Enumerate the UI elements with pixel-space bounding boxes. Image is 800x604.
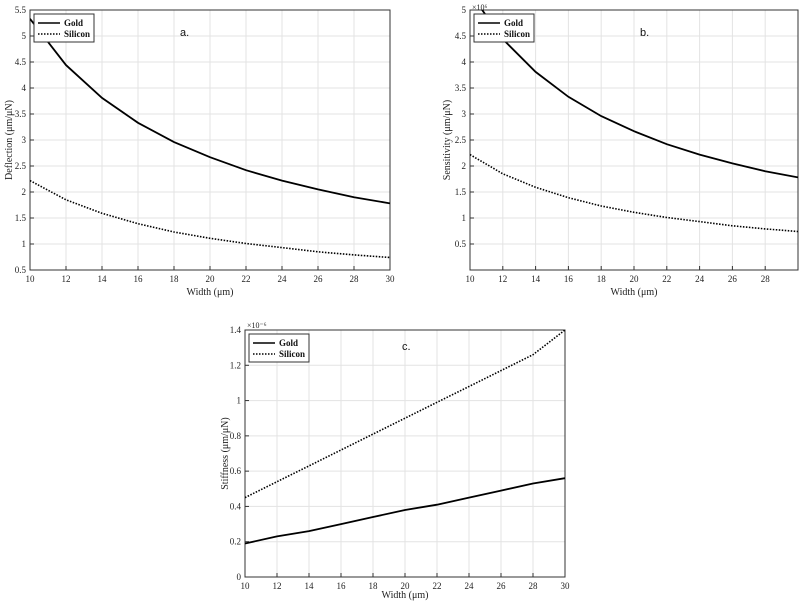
x-tick-label: 14: [98, 274, 108, 284]
x-tick-label: 16: [134, 274, 144, 284]
x-tick-label: 24: [278, 274, 288, 284]
x-tick-label: 28: [761, 274, 771, 284]
x-tick-label: 20: [401, 581, 411, 591]
x-axis-label: Width (μm): [611, 287, 658, 298]
x-tick-label: 24: [695, 274, 705, 284]
y-tick-label: 5: [22, 31, 27, 41]
y-tick-label: 3: [462, 109, 467, 119]
x-tick-label: 10: [241, 581, 251, 591]
axes-box: [469, 9, 799, 271]
legend-box: [473, 13, 535, 43]
x-tick-label: 16: [564, 274, 574, 284]
y-tick-label: 2: [462, 161, 467, 171]
y-tick-label: 1.2: [230, 360, 241, 370]
y-tick-label: 2: [22, 187, 27, 197]
x-tick-label: 26: [314, 274, 324, 284]
y-axis-exponent: ×10⁻⁶: [247, 321, 267, 330]
legend-box: [248, 333, 310, 363]
y-axis-label: Stiffness (μm/μN): [220, 417, 231, 489]
x-tick-label: 22: [242, 274, 251, 284]
x-tick-label: 14: [305, 581, 315, 591]
series-line-gold: [30, 18, 390, 205]
y-tick-label: 0: [237, 572, 242, 582]
x-tick-label: 12: [498, 274, 507, 284]
y-tick-label: 4: [22, 83, 27, 93]
y-tick-label: 4: [462, 57, 467, 67]
legend-box: [33, 13, 95, 43]
x-tick-label: 18: [597, 274, 607, 284]
y-tick-label: 3.5: [15, 109, 27, 119]
y-tick-label: 0.8: [230, 431, 242, 441]
legend-label-gold: Gold: [504, 18, 523, 28]
y-tick-label: 1.5: [15, 213, 27, 223]
legend-label-gold: Gold: [279, 338, 298, 348]
panel-label: c.: [402, 341, 411, 353]
y-tick-label: 0.2: [230, 537, 241, 547]
x-tick-label: 12: [62, 274, 71, 284]
y-tick-label: 5.5: [15, 5, 27, 15]
y-axis-label: Sensitivity (μm/μN): [442, 100, 453, 180]
x-axis-label: Width (μm): [187, 287, 234, 298]
legend-label-silicon: Silicon: [279, 349, 305, 359]
x-tick-label: 22: [433, 581, 442, 591]
x-tick-label: 16: [337, 581, 347, 591]
panel-b: 10 12 14 16 18 20 22 24 26 28 0.5 1 1.5 2 2.5 3 3.5 4 4.5 5…: [442, 3, 799, 298]
y-tick-label: 5: [462, 5, 467, 15]
y-tick-label: 0.5: [15, 265, 27, 275]
panel-c: 10 12 14 16 18 20 22 24 26 28 30 0 0.2 0.4 0.6 0.8 1 1.2 1…: [220, 321, 570, 601]
x-tick-label: 20: [206, 274, 216, 284]
y-tick-label: 0.5: [455, 239, 467, 249]
axes-box: [29, 9, 391, 271]
series-line-silicon: [470, 153, 798, 233]
y-tick-label: 4.5: [455, 31, 467, 41]
x-tick-label: 20: [630, 274, 640, 284]
y-tick-label: 1: [22, 239, 27, 249]
y-axis-label: Deflection (μm/μN): [4, 100, 15, 180]
y-tick-label: 3: [22, 135, 27, 145]
y-tick-label: 1: [462, 213, 467, 223]
series-line-gold: [481, 10, 798, 179]
axes-box: [244, 329, 566, 578]
x-tick-label: 28: [350, 274, 360, 284]
y-tick-label: 1.5: [455, 187, 467, 197]
x-tick-label: 30: [561, 581, 571, 591]
y-tick-label: 0.4: [230, 501, 242, 511]
series-line-silicon: [245, 330, 565, 499]
panel-label: a.: [180, 27, 189, 39]
x-tick-label: 14: [531, 274, 541, 284]
x-tick-label: 26: [497, 581, 507, 591]
x-tick-label: 24: [465, 581, 475, 591]
x-tick-label: 10: [26, 274, 36, 284]
y-tick-label: 2.5: [15, 161, 27, 171]
y-axis-exponent: ×10⁶: [472, 3, 488, 12]
series-line-silicon: [30, 179, 390, 259]
x-tick-label: 10: [466, 274, 476, 284]
y-tick-label: 4.5: [15, 57, 27, 67]
x-tick-label: 26: [728, 274, 738, 284]
x-tick-label: 30: [386, 274, 396, 284]
panel-a: 10 12 14 16 18 20 22 24 26 28 30 0.5 1 1.5 2 2.5 3 3.5 4 4.…: [4, 5, 395, 298]
y-tick-label: 2.5: [455, 135, 467, 145]
y-tick-label: 1.4: [230, 325, 242, 335]
y-tick-label: 3.5: [455, 83, 467, 93]
y-tick-label: 0.6: [230, 466, 242, 476]
x-tick-label: 18: [369, 581, 379, 591]
x-tick-label: 18: [170, 274, 180, 284]
series-line-gold: [245, 477, 565, 545]
legend-label-silicon: Silicon: [504, 29, 530, 39]
x-axis-label: Width (μm): [382, 590, 429, 601]
legend-label-gold: Gold: [64, 18, 83, 28]
y-tick-label: 1: [237, 396, 242, 406]
x-tick-label: 22: [662, 274, 671, 284]
panel-label: b.: [640, 27, 649, 39]
x-tick-label: 12: [273, 581, 282, 591]
legend-label-silicon: Silicon: [64, 29, 90, 39]
x-tick-label: 28: [529, 581, 539, 591]
